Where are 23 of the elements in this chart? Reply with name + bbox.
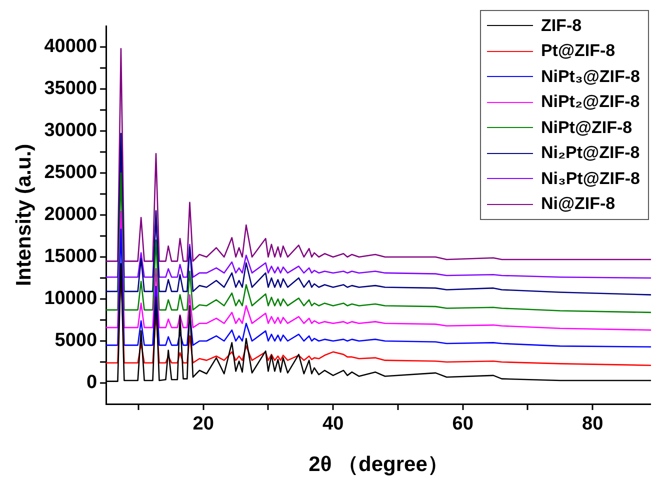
y-tick-label: 10000	[44, 288, 98, 310]
legend-label: Ni₃Pt@ZIF-8	[540, 168, 640, 189]
legend-label: ZIF-8	[540, 16, 582, 36]
y-tick-label: 5000	[54, 330, 98, 352]
x-tick-label: 20	[192, 414, 214, 435]
y-tick-label: 0	[86, 372, 98, 394]
y-tick-label: 25000	[44, 162, 98, 184]
legend-label: NiPt₂@ZIF-8	[540, 92, 640, 112]
legend-label: NiPt₃@ZIF-8	[540, 66, 640, 87]
x-tick-label: 60	[452, 414, 474, 435]
x-tick-label: 40	[322, 414, 344, 435]
y-tick-label: 40000	[44, 36, 98, 58]
y-tick-label: 35000	[44, 78, 98, 100]
y-tick-label: 15000	[44, 246, 98, 268]
y-tick-label: 30000	[44, 120, 98, 142]
y-axis-title: Intensity (a.u.)	[12, 144, 36, 286]
x-tick-label: 80	[582, 414, 604, 435]
legend-label: Pt@ZIF-8	[540, 41, 616, 62]
y-tick-label: 20000	[44, 204, 98, 226]
legend-label: NiPt@ZIF-8	[540, 118, 632, 138]
legend-label: Ni@ZIF-8	[540, 194, 616, 214]
legend-label: Ni₂Pt@ZIF-8	[540, 143, 640, 164]
x-axis-title: 2θ （degree）	[308, 453, 448, 476]
